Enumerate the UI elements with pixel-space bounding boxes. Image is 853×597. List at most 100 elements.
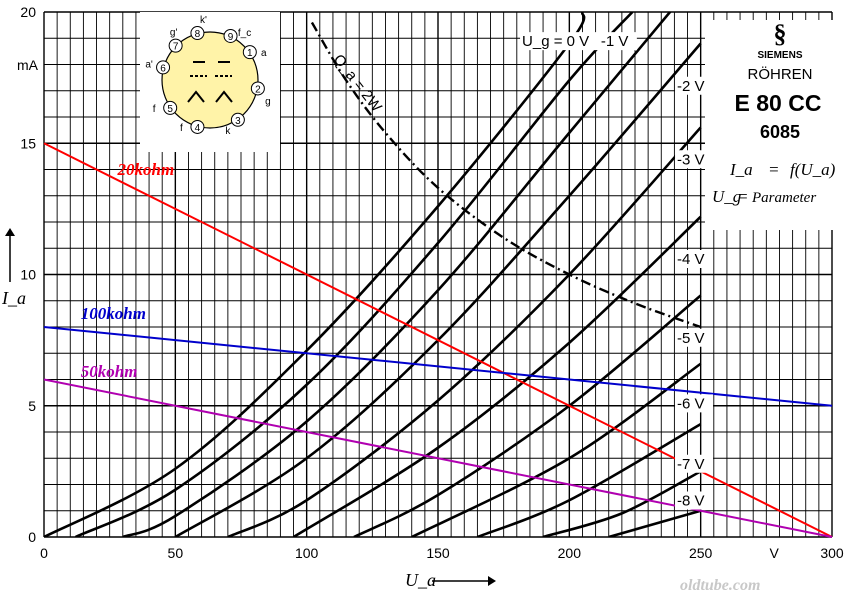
x-tick-label: 100 (295, 545, 319, 561)
y-axis-title: I_a (1, 288, 26, 308)
x-axis-title: U_a (405, 570, 436, 590)
x-tick-label: 0 (40, 545, 48, 561)
tube-type: E 80 CC (735, 90, 822, 116)
siemens-logo-icon: § (774, 19, 787, 48)
brand-line: RÖHREN (747, 65, 812, 83)
curve-label-ug: -2 V (677, 78, 705, 95)
pin-circle-icon (190, 119, 205, 134)
curve-label-ug: -1 V (601, 33, 629, 50)
pin-circle-icon (250, 81, 265, 96)
pin-name: k' (200, 15, 207, 26)
pin-name: f_c (238, 28, 251, 39)
power-dissipation-label: Q_a = 2W (330, 51, 386, 116)
y-unit-label: mA (17, 57, 39, 73)
tube-electrodes-icon (187, 61, 233, 103)
y-tick-label: 0 (28, 529, 36, 545)
formula-eq-2: = (737, 187, 748, 206)
pin-number: 5 (167, 104, 173, 115)
x-tick-label: 150 (426, 545, 450, 561)
pin-name: a (261, 48, 267, 59)
curve-label-ug: -3 V (677, 151, 705, 168)
curve-label-background (675, 454, 714, 473)
curve-label-background (675, 250, 714, 268)
pinout-diagram: 1 a 2g 3k 4 f5f 6 a' 7 g' 8 k' 9 f_c (140, 12, 280, 152)
curve-label-ug: -4 V (677, 251, 705, 268)
curve-label-ug: -8 V (677, 493, 705, 510)
x-tick-label: 200 (558, 545, 582, 561)
curve-ug-minus8V (476, 423, 702, 537)
x-axis-arrowhead-icon (488, 576, 496, 586)
curve-ug-minus4V (227, 126, 702, 537)
curve-ug-minus5V (292, 215, 702, 537)
pin-circle-icon (230, 112, 245, 127)
curve-ug-minus6V (353, 294, 702, 537)
curve-label-background (675, 491, 714, 510)
tube-base-icon (161, 31, 259, 129)
pins: 1 a 2g 3k 4 f5f 6 a' 7 g' 8 k' 9 f_c (145, 15, 270, 137)
y-tick-label: 20 (20, 4, 36, 20)
formula-param-value: Parameter (751, 190, 816, 206)
y-tick-label: 10 (20, 267, 36, 283)
pin-name: f (153, 104, 156, 115)
pin-number: 7 (173, 42, 179, 53)
pin-number: 4 (195, 123, 201, 134)
y-axis-arrowhead-icon (5, 228, 15, 236)
pin-circle-icon (242, 45, 257, 60)
formula-rhs: f(U_a) (790, 160, 836, 179)
pin-name: k (225, 126, 231, 137)
brand-maker: SIEMENS (757, 50, 802, 61)
curve-label-ug: -5 V (677, 330, 705, 347)
watermark: oldtube.com (680, 577, 760, 594)
x-tick-label: 300 (820, 545, 844, 561)
load-line-label-50kohm: 50kohm (81, 362, 138, 381)
x-unit-label: V (770, 545, 780, 561)
curve-ug-minus1V (74, 12, 634, 537)
curve-label-background (598, 32, 637, 51)
formula-eq-1: = (768, 160, 779, 179)
load-line-label-100kohm: 100kohm (81, 304, 146, 323)
pin-circle-icon (223, 28, 238, 43)
pin-name: a' (145, 59, 153, 70)
dissipation-curve: Q_a = 2W (310, 21, 702, 329)
pin-circle-icon (190, 26, 205, 41)
pin-name: g (265, 96, 271, 107)
info-box: § SIEMENS RÖHREN E 80 CC 6085 I_a = f(U_… (705, 19, 850, 230)
y-tick-label: 5 (28, 398, 36, 414)
info-box-background (705, 20, 850, 230)
pin-circle-icon (168, 38, 183, 53)
x-tick-label: 250 (689, 545, 713, 561)
pin-number: 9 (228, 32, 234, 43)
curve-label-background (675, 394, 714, 413)
load-line-100kohm (43, 326, 833, 407)
pin-name: g' (170, 28, 178, 39)
curve-ug-0V (44, 12, 586, 537)
pin-number: 2 (255, 84, 261, 95)
x-tick-label: 50 (168, 545, 184, 561)
pin-circle-icon (156, 60, 171, 75)
curve-ug-minus7V (411, 362, 702, 537)
curve-ug-minus9V (542, 470, 702, 537)
pin-number: 1 (247, 48, 253, 59)
curve-label-background (675, 150, 714, 169)
pin-number: 3 (235, 116, 241, 127)
pin-number: 6 (160, 63, 166, 74)
curve-label-ug: -6 V (677, 395, 705, 412)
load-lines: 20kohm 100kohm 50kohm (43, 142, 833, 538)
load-line-label-20kohm: 20kohm (117, 160, 175, 179)
formula-param-name: U_g (712, 187, 741, 206)
y-tick-label: 15 (20, 135, 36, 151)
curve-ug-minus10V (608, 509, 702, 537)
formula-lhs: I_a (729, 160, 753, 179)
curve-label-background (520, 32, 601, 51)
curve-label-ug: -7 V (677, 456, 705, 473)
curve-label-ug: U_g = 0 V (522, 33, 589, 50)
pin-number: 8 (195, 29, 201, 40)
curve-label-background (675, 328, 714, 347)
power-dissipation-curve (310, 21, 702, 329)
tube-alt-type: 6085 (760, 122, 800, 142)
characteristic-curves (44, 12, 702, 537)
pin-circle-icon (163, 100, 178, 115)
pin-name: f (180, 123, 183, 134)
